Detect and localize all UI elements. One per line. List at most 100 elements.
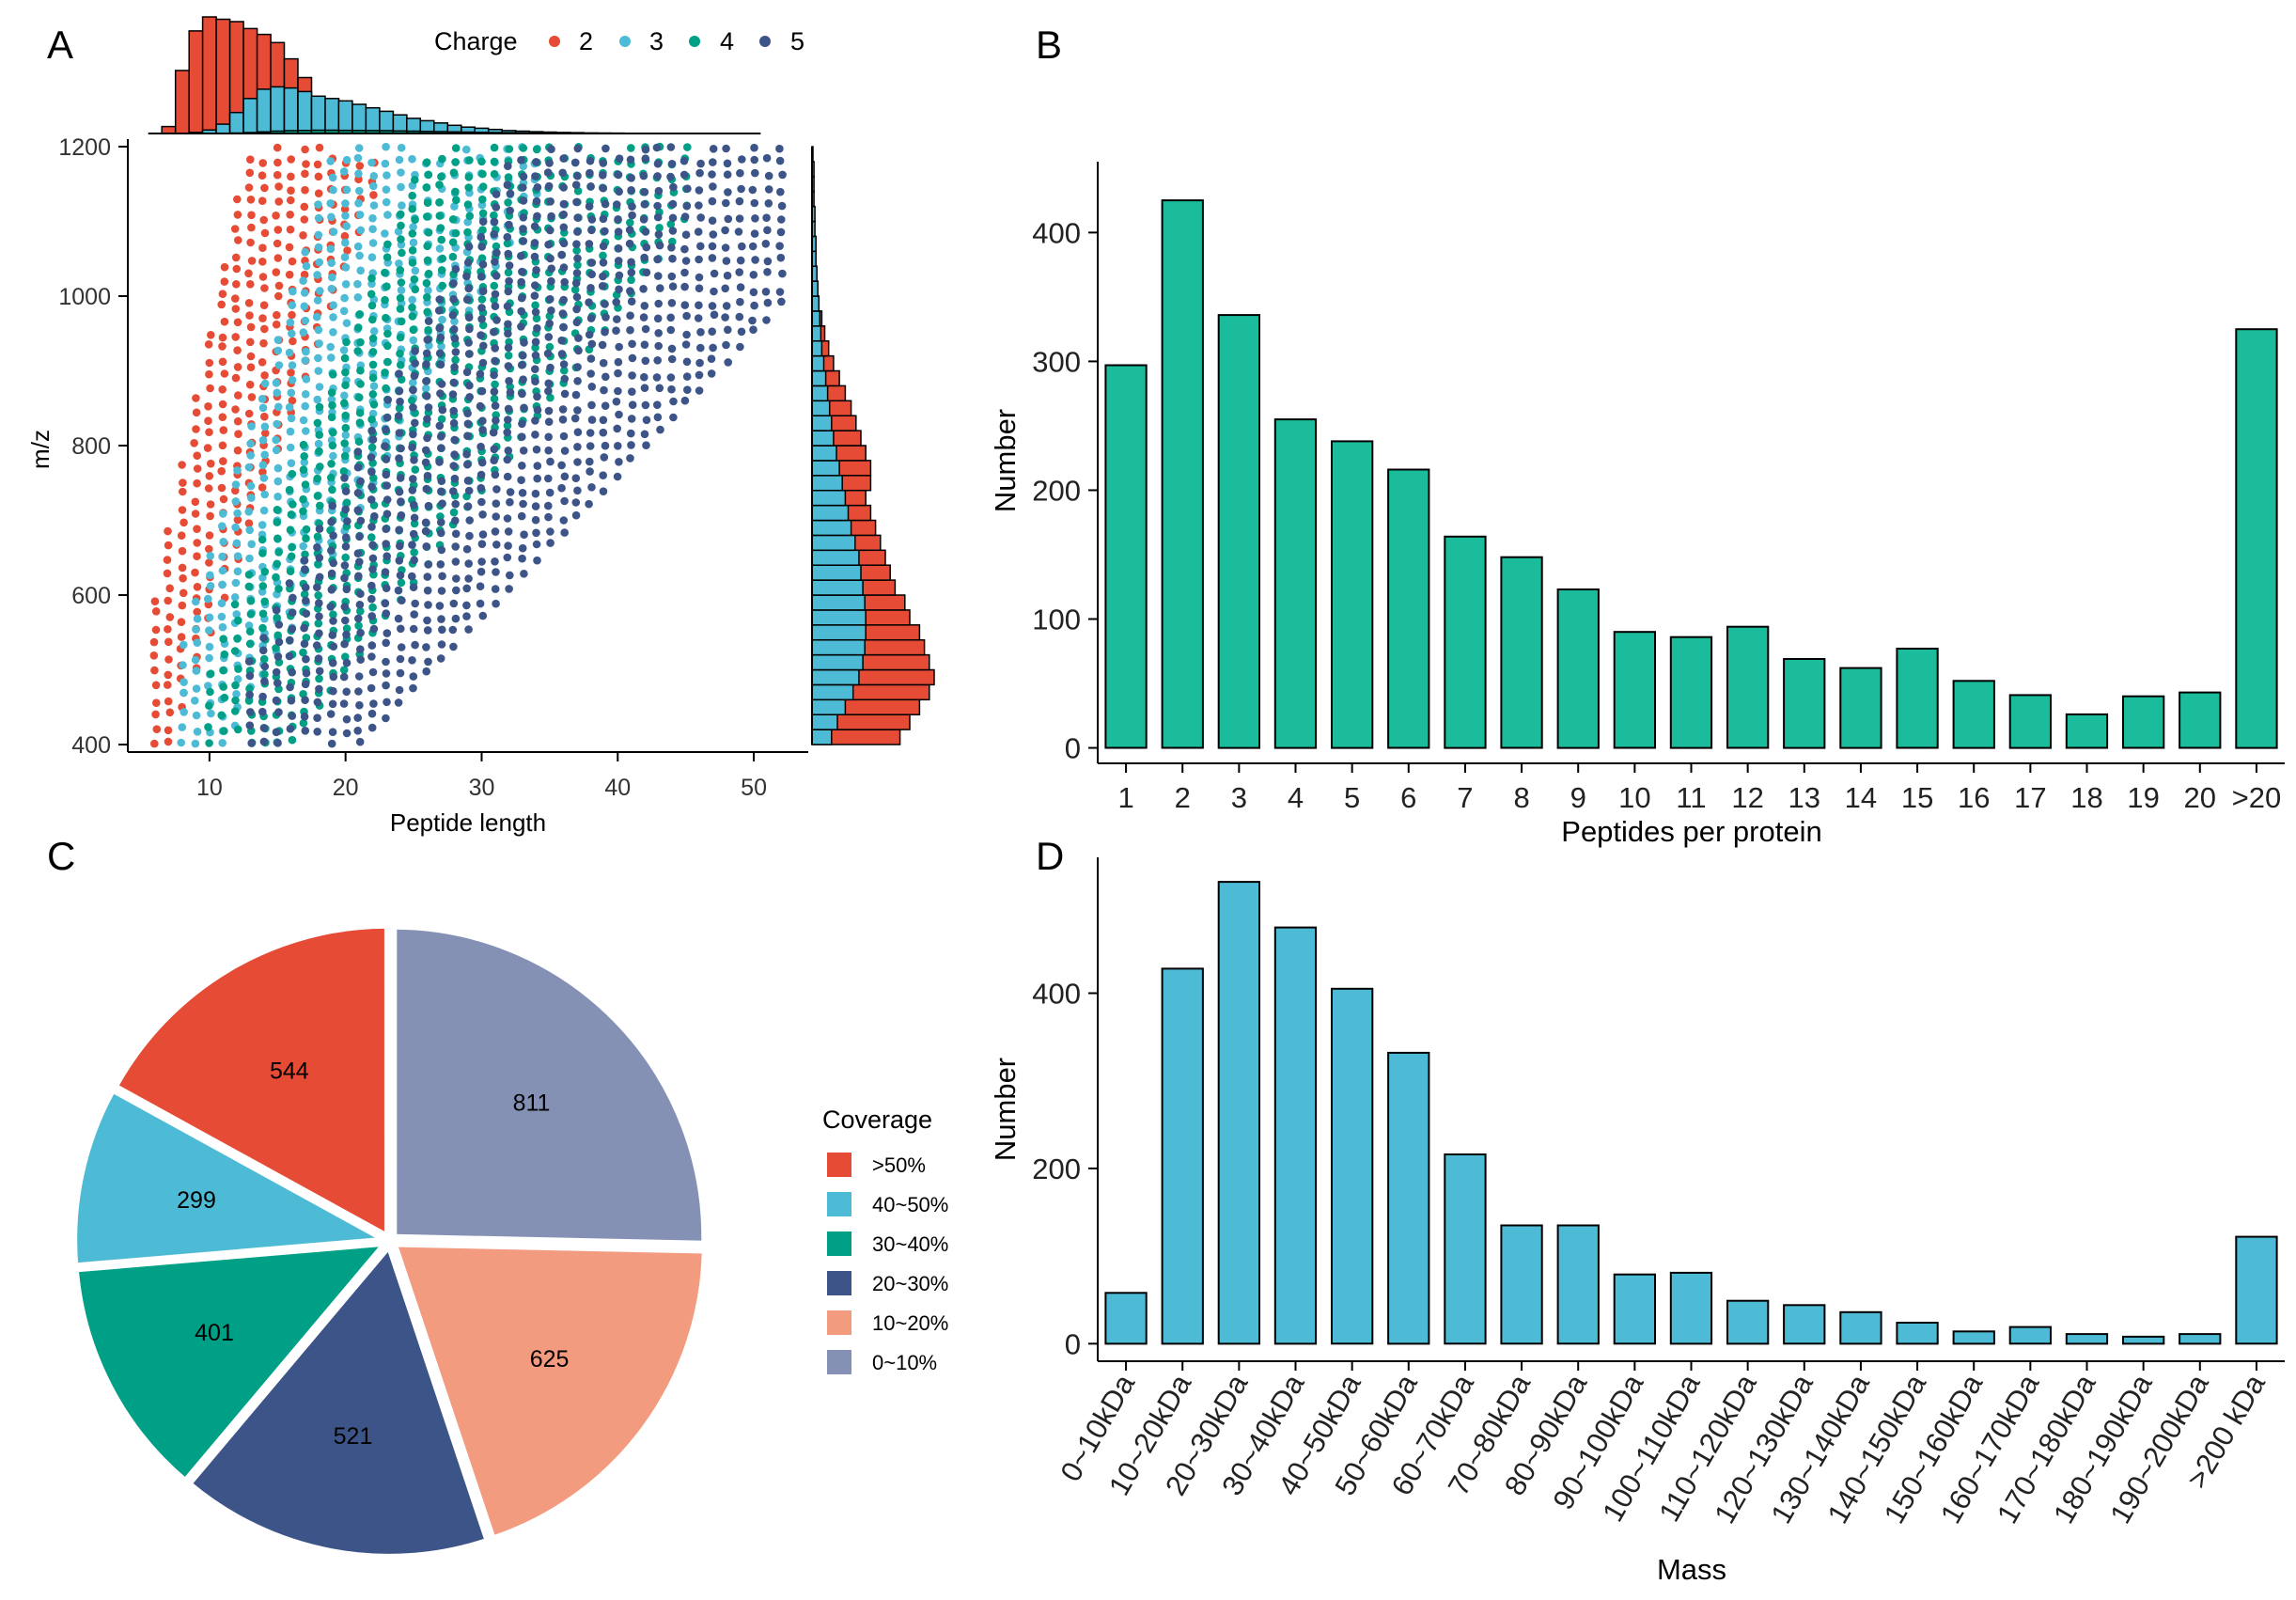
scatter-point-charge-5 [408,656,416,665]
scatter-point-charge-2 [207,331,215,339]
mass-bar [1104,1292,1148,1345]
scatter-point-charge-5 [586,284,595,292]
scatter-point-charge-5 [369,624,379,634]
scatter-point-charge-3 [327,284,336,293]
scatter-point-charge-5 [423,336,432,344]
scatter-point-charge-5 [517,476,525,484]
scatter-point-charge-2 [218,290,227,299]
right-hist-bar-charge-3 [811,339,823,357]
scatter-point-charge-5 [478,287,488,296]
scatter-point-charge-5 [450,474,460,483]
pie-slice-label: 544 [270,1059,309,1085]
coverage-legend: Coverage >50%40~50%30~40%20~30%10~20%0~1… [822,1106,948,1374]
scatter-point-charge-4 [435,197,445,207]
scatter-point-charge-2 [179,588,188,598]
scatter-point-charge-5 [531,416,539,425]
scatter-point-charge-4 [327,413,336,422]
scatter-point-charge-3 [395,259,403,268]
peptides-x-tick-label: 5 [1344,781,1360,814]
scatter-point-charge-5 [585,240,594,248]
scatter-point-charge-5 [505,377,513,385]
scatter-point-charge-5 [464,243,474,251]
scatter-point-charge-5 [669,413,678,422]
scatter-point-charge-5 [573,377,582,385]
scatter-point-charge-5 [409,430,417,439]
scatter-point-charge-5 [382,681,390,690]
peptides-bar [1444,535,1487,749]
scatter-point-charge-3 [300,302,309,311]
legend-swatch [827,1231,851,1256]
scatter-point-charge-3 [397,286,406,295]
scatter-point-charge-5 [531,281,539,290]
scatter-point-charge-5 [435,295,445,304]
scatter-point-charge-3 [205,626,213,635]
scatter-point-charge-2 [259,301,269,310]
scatter-point-charge-5 [656,425,664,434]
scatter-point-charge-5 [615,285,623,294]
scatter-point-charge-4 [478,209,488,218]
scatter-point-charge-5 [258,707,267,716]
scatter-point-charge-5 [735,312,744,322]
scatter-point-charge-5 [626,287,634,295]
scatter-point-charge-5 [547,145,555,153]
scatter-point-charge-4 [408,204,417,213]
scatter-point-charge-5 [573,406,582,415]
scatter-point-charge-3 [204,682,212,690]
scatter-point-charge-5 [601,313,610,322]
scatter-point-charge-4 [503,421,512,431]
scatter-point-charge-5 [653,159,663,168]
legend-label-charge-2: 2 [579,27,593,55]
scatter-point-charge-5 [572,305,581,314]
mass-bar [2122,1335,2165,1345]
scatter-point-charge-5 [369,699,378,708]
right-hist-bar-charge-3 [811,415,833,431]
scatter-point-charge-5 [667,384,676,394]
scatter-point-charge-5 [395,386,404,396]
scatter-point-charge-5 [519,351,527,360]
scatter-point-charge-3 [285,402,294,412]
scatter-point-charge-5 [761,239,771,248]
scatter-point-charge-4 [438,254,447,263]
scatter-point-charge-5 [356,477,365,486]
scatter-point-charge-5 [423,626,432,635]
scatter-point-charge-5 [479,341,488,351]
scatter-point-charge-3 [301,247,310,257]
scatter-point-charge-5 [452,574,461,583]
scatter-point-charge-5 [518,554,526,563]
scatter-point-charge-2 [204,402,212,411]
scatter-point-charge-2 [287,369,295,377]
scatter-point-charge-5 [424,601,432,609]
scatter-point-charge-3 [288,361,297,369]
scatter-point-charge-2 [234,391,242,400]
scatter-point-charge-5 [368,541,377,550]
scatter-point-charge-4 [396,349,404,358]
scatter-point-charge-5 [532,540,541,549]
scatter-point-charge-5 [682,357,692,367]
scatter-point-charge-5 [394,614,403,623]
scatter-point-charge-5 [724,188,732,196]
scatter-point-charge-5 [411,359,420,368]
scatter-point-charge-5 [722,340,730,350]
scatter-point-charge-3 [299,541,308,551]
scatter-point-charge-4 [424,170,433,180]
scatter-point-charge-4 [355,310,365,319]
scatter-point-charge-5 [775,156,785,165]
scatter-point-charge-4 [314,619,323,628]
scatter-point-charge-2 [207,459,215,468]
scatter-point-charge-5 [696,213,705,222]
scatter-point-charge-5 [382,714,390,723]
scatter-point-charge-5 [339,699,349,708]
scatter-point-charge-2 [340,231,350,241]
scatter-point-charge-4 [408,229,417,238]
scatter-point-charge-5 [463,477,473,485]
scatter-point-charge-4 [398,248,406,258]
scatter-point-charge-5 [302,668,311,678]
scatter-point-charge-5 [587,215,597,224]
scatter-point-charge-5 [504,416,512,424]
scatter-point-charge-4 [367,290,376,299]
scatter-point-charge-4 [478,169,487,179]
scatter-point-charge-5 [451,499,461,509]
scatter-point-charge-5 [776,187,785,196]
scatter-point-charge-3 [206,582,215,590]
